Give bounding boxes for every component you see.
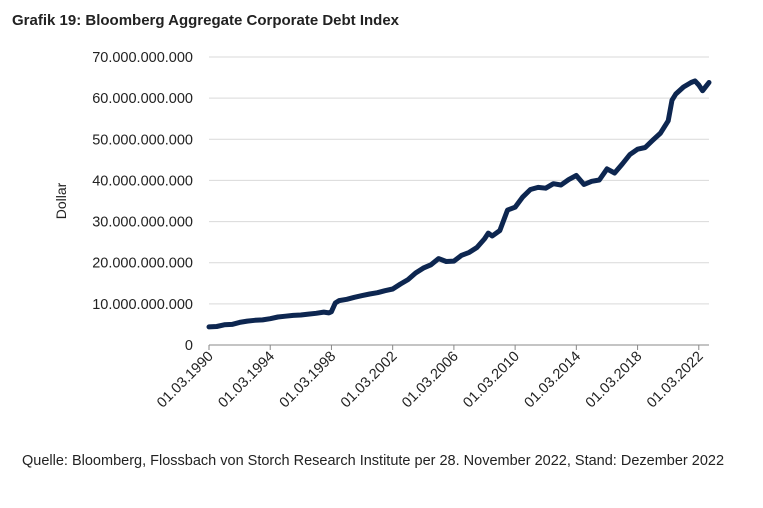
y-tick-label: 70.000.000.000	[92, 50, 193, 66]
y-tick-label: 30.000.000.000	[92, 215, 193, 231]
y-tick-label: 10.000.000.000	[92, 297, 193, 313]
y-tick-label: 60.000.000.000	[92, 91, 193, 107]
x-tick-label: 01.03.2014	[522, 349, 585, 412]
gridlines	[209, 56, 709, 305]
series-line	[206, 78, 712, 330]
y-axis-ticks: 0 10.000.000.000 20.000.000.000 30.000.000.…	[92, 50, 193, 354]
x-tick-label: 01.03.2002	[338, 349, 401, 412]
y-tick-label: 20.000.000.000	[92, 256, 193, 272]
x-tick-label: 01.03.2010	[460, 349, 523, 412]
x-tick-label: 01.03.2006	[399, 349, 462, 412]
y-tick-label: 50.000.000.000	[92, 132, 193, 148]
x-tick-label: 01.03.1990	[154, 349, 217, 412]
line-chart: 0 10.000.000.000 20.000.000.000 30.000.000.…	[53, 50, 712, 412]
y-tick-label: 0	[185, 338, 193, 354]
x-tick-label: 01.03.2018	[583, 349, 646, 412]
x-tick-label: 01.03.2022	[644, 349, 707, 412]
chart-title: Grafik 19: Bloomberg Aggregate Corporate…	[12, 12, 400, 29]
y-axis-label: Dollar	[53, 182, 69, 219]
y-tick-label: 40.000.000.000	[92, 173, 193, 189]
x-tick-label: 01.03.1998	[277, 349, 340, 412]
x-tick-label: 01.03.1994	[215, 349, 278, 412]
x-axis-ticks: 01.03.199001.03.199401.03.199801.03.2002…	[154, 345, 707, 412]
source-note: Quelle: Bloomberg, Flossbach von Storch …	[22, 453, 725, 469]
